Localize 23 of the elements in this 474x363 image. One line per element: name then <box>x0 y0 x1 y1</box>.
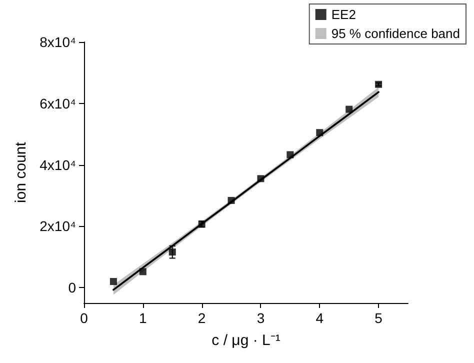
x-tick-label: 5 <box>374 310 383 326</box>
point <box>139 268 146 276</box>
x-axis-title: c / μg · L⁻¹ <box>212 332 280 349</box>
point <box>110 278 117 286</box>
x-tick-label: 4 <box>316 310 324 326</box>
point <box>346 106 353 113</box>
y-tick-label: 6x10⁴ <box>40 95 76 112</box>
legend-label: EE2 <box>331 7 356 22</box>
point <box>168 248 176 256</box>
y-tick-label: 4x10⁴ <box>40 156 76 173</box>
x-tick-label: 3 <box>256 310 265 326</box>
legend-label: 95 % confidence band <box>331 26 460 41</box>
point <box>316 129 324 136</box>
y-tick-label: 0 <box>68 280 76 296</box>
point <box>286 151 294 158</box>
y-tick-label: 8x10⁴ <box>40 34 76 50</box>
point <box>257 175 264 182</box>
x-tick-label: 2 <box>198 310 206 326</box>
x-tick-label: 1 <box>139 310 148 326</box>
y-tick-label: 2x10⁴ <box>40 218 76 234</box>
y-axis-title: ion count <box>12 141 30 203</box>
point <box>228 196 235 204</box>
x-tick-label: 0 <box>80 310 88 326</box>
